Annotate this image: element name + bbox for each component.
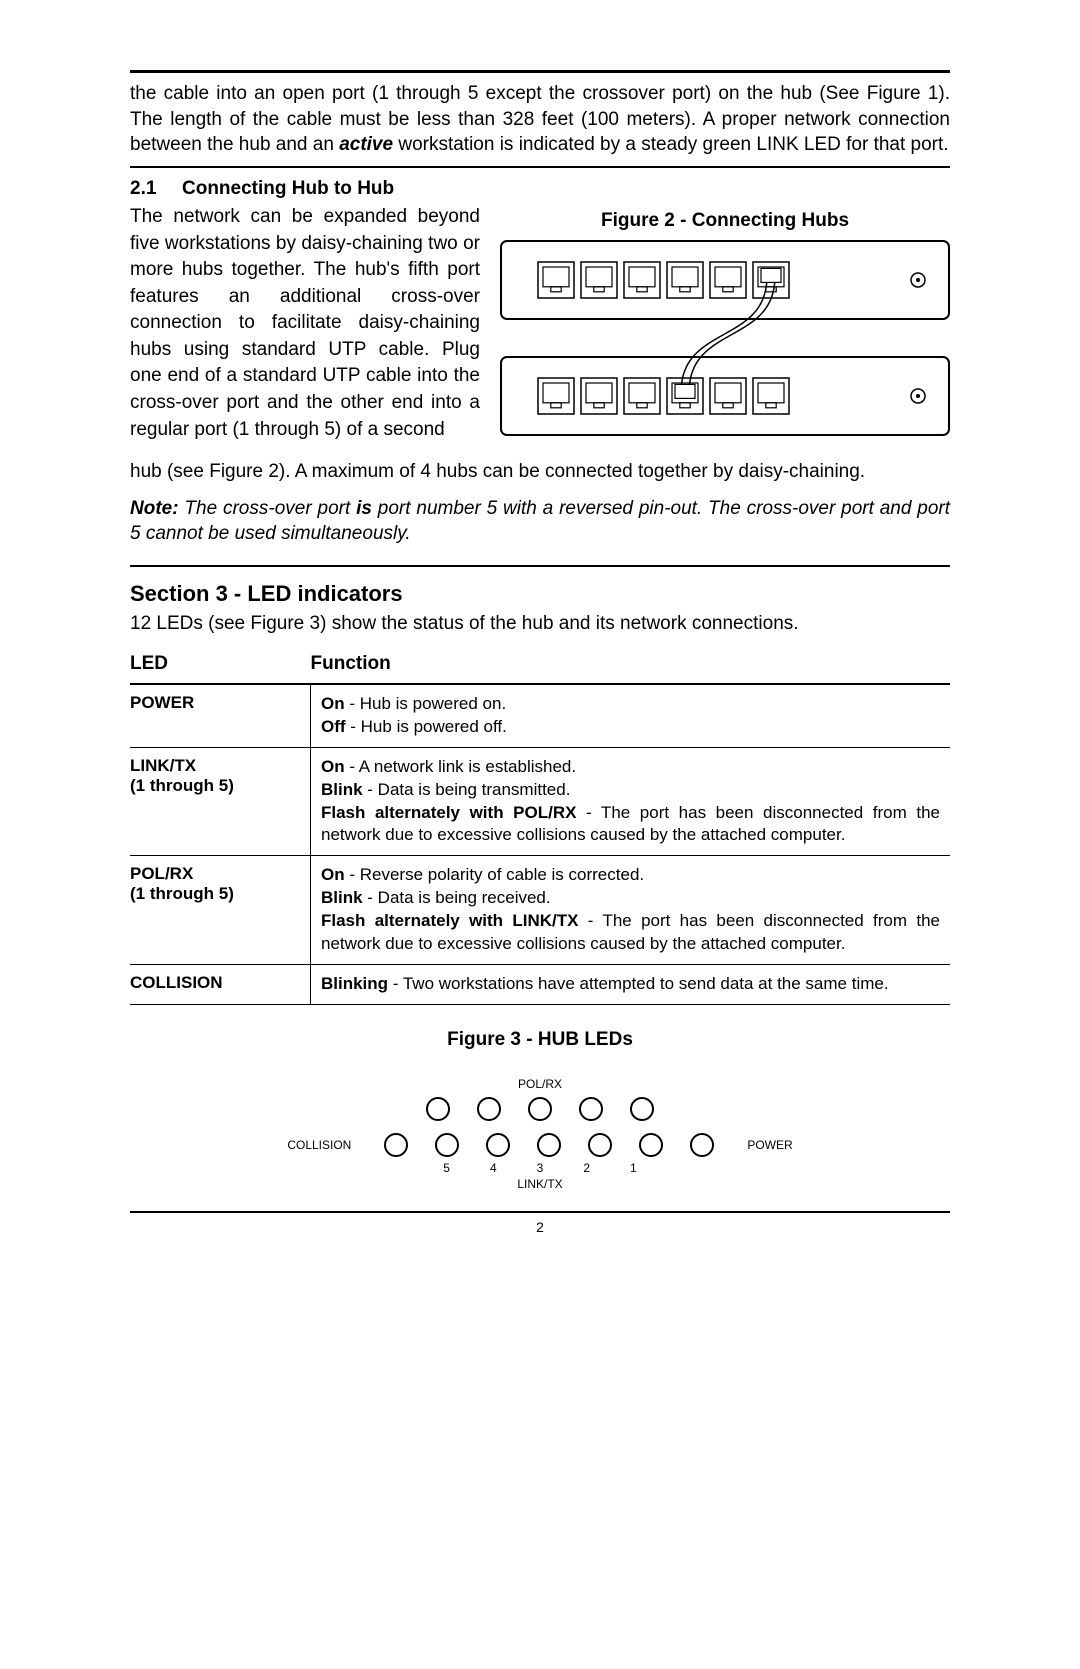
led-table: LED Function POWEROn - Hub is powered on… [130, 645, 950, 1005]
led-indicator [588, 1133, 612, 1157]
led-th-led: LED [130, 645, 311, 684]
table-row: COLLISIONBlinking - Two workstations hav… [130, 965, 950, 1005]
figure-2: Figure 2 - Connecting Hubs [500, 204, 950, 455]
fig3-top-row [287, 1097, 792, 1121]
led-function: On - A network link is established.Blink… [311, 747, 951, 856]
table-row: POWEROn - Hub is powered on.Off - Hub is… [130, 684, 950, 747]
rule-before-sec3 [130, 565, 950, 567]
sec21-num: 2.1 [130, 178, 182, 200]
led-indicator [630, 1097, 654, 1121]
led-indicator [537, 1133, 561, 1157]
led-indicator [528, 1097, 552, 1121]
fig3-panel: POL/RX COLLISION POWER 5 4 3 2 1 LINK/TX [287, 1077, 792, 1191]
sec3-intro: 12 LEDs (see Figure 3) show the status o… [130, 613, 950, 635]
led-function: Blinking - Two workstations have attempt… [311, 965, 951, 1005]
note-label: Note: [130, 498, 179, 519]
led-function: On - Reverse polarity of cable is correc… [311, 856, 951, 965]
note-t1: The cross-over port [179, 498, 357, 519]
fig3-port-number: 5 [443, 1161, 450, 1175]
fig3-port-number: 1 [630, 1161, 637, 1175]
led-indicator [486, 1133, 510, 1157]
led-indicator [384, 1133, 408, 1157]
bottom-rule [130, 1211, 950, 1213]
fig3-bottom-label: LINK/TX [287, 1177, 792, 1191]
led-indicator [579, 1097, 603, 1121]
section-2-1: 2.1Connecting Hub to Hub Figure 2 - Conn… [130, 178, 950, 547]
sec21-heading: 2.1Connecting Hub to Hub [130, 178, 950, 200]
fig3-top-label: POL/RX [287, 1077, 792, 1091]
led-name: COLLISION [130, 965, 311, 1005]
led-indicator [426, 1097, 450, 1121]
fig2-diagram [500, 240, 950, 450]
led-name: POWER [130, 684, 311, 747]
note: Note: The cross-over port is port number… [130, 496, 950, 547]
led-name: LINK/TX(1 through 5) [130, 747, 311, 856]
fig3-port-number: 3 [537, 1161, 544, 1175]
table-row: POL/RX(1 through 5)On - Reverse polarity… [130, 856, 950, 965]
led-name: POL/RX(1 through 5) [130, 856, 311, 965]
led-indicator [690, 1133, 714, 1157]
sec21-wrap: Figure 2 - Connecting Hubs The network c… [130, 204, 950, 455]
fig3-caption: Figure 3 - HUB LEDs [130, 1029, 950, 1051]
fig2-caption: Figure 2 - Connecting Hubs [500, 210, 950, 232]
figure-3: Figure 3 - HUB LEDs POL/RX COLLISION POWE… [130, 1029, 950, 1193]
fig3-numbers: 5 4 3 2 1 [287, 1161, 792, 1175]
sec21-body2: hub (see Figure 2). A maximum of 4 hubs … [130, 459, 950, 486]
led-th-func: Function [311, 645, 951, 684]
top-rule [130, 70, 950, 73]
fig3-right-label: POWER [747, 1138, 792, 1152]
fig3-port-number: 4 [490, 1161, 497, 1175]
led-function: On - Hub is powered on.Off - Hub is powe… [311, 684, 951, 747]
fig3-left-label: COLLISION [287, 1138, 351, 1152]
sec21-title: Connecting Hub to Hub [182, 178, 394, 199]
led-indicator [477, 1097, 501, 1121]
fig3-bottom-row: COLLISION POWER [287, 1133, 792, 1157]
led-indicator [435, 1133, 459, 1157]
note-is: is [356, 498, 372, 519]
rule-after-intro [130, 166, 950, 168]
led-indicator [639, 1133, 663, 1157]
sec3-heading: Section 3 - LED indicators [130, 581, 950, 607]
intro-paragraph: the cable into an open port (1 through 5… [130, 81, 950, 158]
page-number: 2 [130, 1219, 950, 1235]
fig3-port-number: 2 [583, 1161, 590, 1175]
intro-active: active [339, 134, 393, 155]
intro-text2: workstation is indicated by a steady gre… [393, 134, 949, 155]
table-row: LINK/TX(1 through 5)On - A network link … [130, 747, 950, 856]
